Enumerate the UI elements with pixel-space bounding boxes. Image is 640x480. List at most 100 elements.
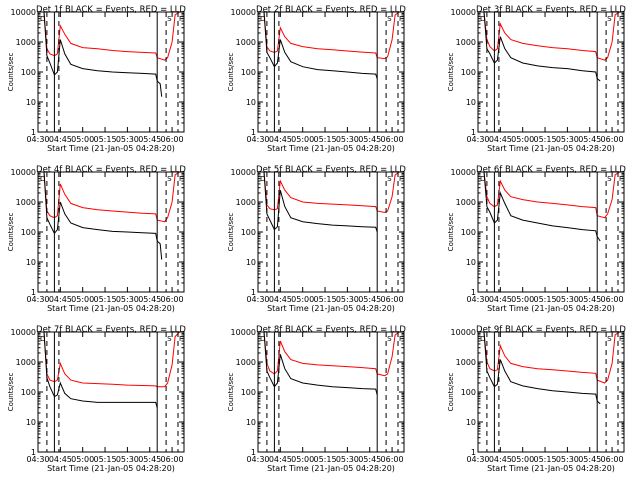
legend-label: D	[260, 175, 265, 183]
x-tick-label: 05:45	[138, 135, 161, 144]
y-tick-label: 1000	[456, 358, 476, 367]
series-line-events	[258, 12, 378, 79]
y-tick-label: 100	[461, 68, 476, 77]
y-tick-label: 1	[471, 448, 476, 457]
legend-label: D	[40, 15, 45, 23]
x-tick-label: 04:45	[489, 295, 512, 304]
series-line-events	[38, 332, 158, 408]
x-tick-label: 05:00	[71, 295, 94, 304]
y-tick-label: 10	[246, 258, 256, 267]
y-tick-label: 10000	[451, 8, 476, 17]
x-tick-label: 05:15	[94, 295, 117, 304]
y-axis-label: Counts/sec	[227, 53, 235, 92]
y-tick-label: 10	[466, 258, 476, 267]
panel-title: Det 8f BLACK = Events, RED = LLD	[256, 325, 406, 335]
x-tick-label: 06:00	[601, 295, 624, 304]
y-tick-label: 10000	[11, 168, 36, 177]
legend-label: F	[399, 175, 403, 183]
x-tick-label: 05:15	[534, 295, 557, 304]
y-tick-label: 1	[31, 128, 36, 137]
x-tick-label: 05:30	[556, 455, 579, 464]
x-tick-label: 05:45	[138, 455, 161, 464]
x-tick-label: 05:15	[534, 455, 557, 464]
series-line-lld	[478, 172, 620, 219]
y-tick-label: 100	[21, 228, 36, 237]
x-tick-label: 06:00	[381, 135, 404, 144]
y-tick-label: 10	[26, 98, 36, 107]
x-tick-label: 05:30	[116, 455, 139, 464]
y-tick-label: 1000	[456, 38, 476, 47]
x-tick-label: 05:00	[511, 135, 534, 144]
y-tick-label: 10000	[451, 328, 476, 337]
legend-label: D	[480, 335, 485, 343]
x-tick-label: 05:30	[556, 135, 579, 144]
plot-data	[38, 172, 180, 260]
x-tick-label: 05:15	[534, 135, 557, 144]
x-tick-label: 04:30	[26, 455, 49, 464]
x-tick-label: 05:45	[358, 135, 381, 144]
legend-label: S	[167, 175, 172, 183]
series-line-events	[38, 12, 163, 97]
chart-panel: 1 10 100 1000 10000 04:30 04:45 05:00 05:15 05:30…	[447, 5, 626, 153]
x-axis-label: Start Time (21-Jan-05 04:28:20)	[267, 144, 395, 153]
y-tick-label: 10	[466, 98, 476, 107]
y-tick-label: 1000	[16, 198, 36, 207]
x-axis-label: Start Time (21-Jan-05 04:28:20)	[47, 464, 175, 473]
x-tick-label: 06:00	[381, 295, 404, 304]
y-tick-label: 1000	[236, 198, 256, 207]
plot-data	[478, 172, 620, 242]
series-line-events	[258, 172, 378, 233]
series-line-lld	[258, 12, 400, 60]
x-tick-label: 04:45	[49, 135, 72, 144]
y-tick-label: 10000	[231, 168, 256, 177]
chart-panel: 1 10 100 1000 10000 04:30 04:45 05:00 05:15 05:30…	[227, 165, 406, 313]
y-tick-label: 1	[251, 288, 256, 297]
x-tick-label: 04:45	[269, 295, 292, 304]
panel-title: Det 4f BLACK = Events, RED = LLD	[36, 165, 186, 175]
y-tick-label: 100	[21, 68, 36, 77]
y-tick-label: 100	[21, 388, 36, 397]
x-tick-label: 04:30	[246, 455, 269, 464]
y-tick-label: 10	[246, 98, 256, 107]
y-axis-label: Counts/sec	[227, 213, 235, 252]
x-tick-label: 06:00	[381, 455, 404, 464]
y-tick-label: 100	[461, 388, 476, 397]
plot-data	[38, 332, 180, 408]
y-axis-label: Counts/sec	[7, 53, 15, 92]
x-tick-label: 04:45	[269, 135, 292, 144]
y-tick-label: 10000	[231, 8, 256, 17]
series-line-lld	[38, 332, 180, 388]
x-tick-label: 04:45	[49, 455, 72, 464]
y-tick-label: 100	[241, 228, 256, 237]
x-tick-label: 04:30	[246, 295, 269, 304]
x-tick-label: 04:45	[269, 455, 292, 464]
x-tick-label: 06:00	[161, 135, 184, 144]
legend-label: D	[480, 15, 485, 23]
chart-panel: 1 10 100 1000 10000 04:30 04:45 05:00 05:15 05:30…	[7, 165, 186, 313]
legend-label: F	[399, 335, 403, 343]
legend-label: S	[387, 15, 392, 23]
x-axis-label: Start Time (21-Jan-05 04:28:20)	[487, 304, 615, 313]
legend-label: F	[619, 335, 623, 343]
series-line-lld	[258, 332, 400, 377]
series-line-lld	[258, 172, 400, 213]
y-tick-label: 10000	[11, 328, 36, 337]
series-line-events	[478, 332, 601, 405]
legend-label: S	[607, 15, 612, 23]
plot-data	[258, 172, 400, 233]
y-axis-label: Counts/sec	[447, 53, 455, 92]
y-tick-label: 1	[31, 448, 36, 457]
x-tick-label: 05:45	[578, 455, 601, 464]
legend-label: D	[480, 175, 485, 183]
x-tick-label: 05:30	[336, 295, 359, 304]
y-tick-label: 1	[31, 288, 36, 297]
y-axis-label: Counts/sec	[447, 373, 455, 412]
panel-title: Det 9f BLACK = Events, RED = LLD	[476, 325, 626, 335]
chart-panel: 1 10 100 1000 10000 04:30 04:45 05:00 05:15 05:30…	[447, 165, 626, 313]
x-tick-label: 04:30	[26, 135, 49, 144]
legend-label: D	[260, 335, 265, 343]
legend-label: S	[387, 175, 392, 183]
plot-frame	[257, 171, 405, 293]
panel-title: Det 2f BLACK = Events, RED = LLD	[256, 5, 406, 15]
